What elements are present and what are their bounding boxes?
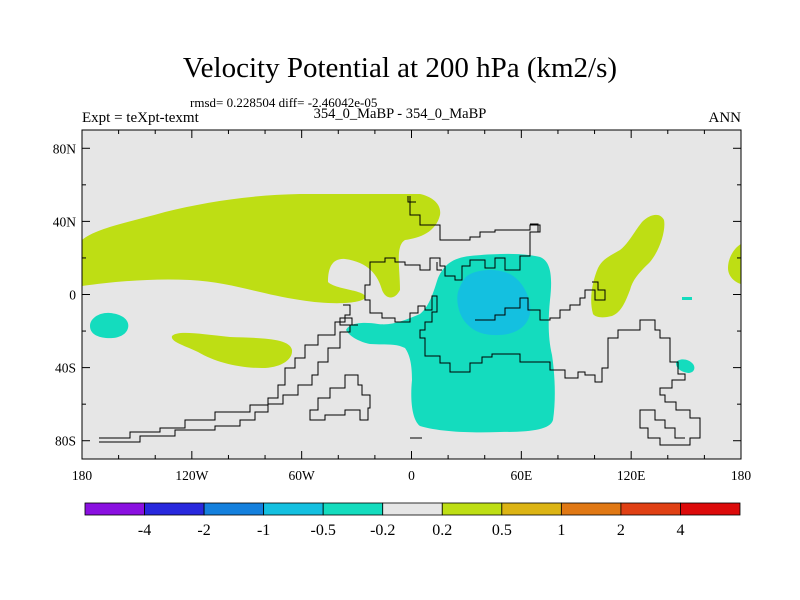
axis-ticks xyxy=(81,130,742,459)
colorbar-box xyxy=(382,502,443,516)
season-label: ANN xyxy=(708,110,742,126)
negative-region-south-west-pacific xyxy=(676,359,695,373)
field-regions xyxy=(82,194,741,433)
colorbar-label: 2 xyxy=(617,522,625,539)
coastline-america-2 xyxy=(99,324,358,443)
positive-region-north-pacific xyxy=(82,194,441,304)
x-tick-label: 120W xyxy=(175,468,208,483)
colorbar: -4 -2 -1 -0.5 -0.2 0.2 0.5 1 2 4 xyxy=(84,502,741,539)
stats-line: rmsd= 0.228504 diff= -2.46042e-05 xyxy=(190,95,378,110)
chart-title: Velocity Potential at 200 hPa (km2/s) xyxy=(182,52,618,84)
colorbar-box xyxy=(322,502,384,516)
y-tick-label: 0 xyxy=(69,288,76,303)
coastline-spot-2 xyxy=(530,223,539,232)
x-tick-label: 180 xyxy=(72,468,93,483)
negative-region-central-pacific xyxy=(90,312,129,339)
colorbar-box xyxy=(560,502,622,516)
y-tick-label: 40N xyxy=(53,214,77,229)
colorbar-label: -2 xyxy=(197,522,210,539)
colorbar-label: 4 xyxy=(676,522,684,539)
colorbar-label: -0.2 xyxy=(370,522,395,539)
colorbar-box xyxy=(620,502,681,516)
plot-background xyxy=(82,130,741,459)
negative-region-speck xyxy=(682,297,692,300)
colorbar-box xyxy=(441,502,503,516)
colorbar-box xyxy=(680,502,741,516)
coastline-india-seasia xyxy=(475,281,606,321)
coastline-spot-1 xyxy=(339,317,353,326)
x-tick-label: 60W xyxy=(289,468,316,483)
experiment-label: Expt = teXpt-texmt xyxy=(82,110,199,126)
y-tick-label: 80S xyxy=(55,434,76,449)
colorbar-box xyxy=(84,502,145,516)
colorbar-label: -4 xyxy=(138,522,151,539)
x-tick-label: 180 xyxy=(731,468,752,483)
chart-subtitle: 354_0_MaBP - 354_0_MaBP xyxy=(313,106,487,122)
negative-core-region xyxy=(457,270,531,336)
positive-region-south-pacific xyxy=(171,332,293,368)
colorbar-box xyxy=(501,502,562,516)
colorbar-box xyxy=(203,502,265,516)
colorbar-box xyxy=(144,502,205,516)
coastline-spot-4 xyxy=(436,262,442,271)
colorbar-box xyxy=(263,502,324,516)
positive-region-dateline xyxy=(728,244,741,284)
coastline-africa-eurasia xyxy=(364,196,701,446)
positive-region-west-pacific xyxy=(591,214,665,318)
colorbar-label: -0.5 xyxy=(311,522,336,539)
coastline-america xyxy=(99,304,351,439)
colorbar-label: 1 xyxy=(557,522,565,539)
axis-tick-labels: 180 120W 60W 0 60E 120E 180 80N 40N 0 40S 80S xyxy=(53,141,752,483)
x-tick-label: 0 xyxy=(408,468,415,483)
coastline-spot-3 xyxy=(407,196,416,203)
colorbar-label: -1 xyxy=(257,522,270,539)
y-tick-label: 40S xyxy=(55,361,76,376)
colorbar-label: 0.2 xyxy=(432,522,452,539)
y-tick-label: 80N xyxy=(53,141,77,156)
coastlines xyxy=(99,196,701,446)
colorbar-label: 0.5 xyxy=(492,522,512,539)
x-tick-label: 60E xyxy=(510,468,532,483)
x-tick-label: 120E xyxy=(617,468,646,483)
coastline-patagonia xyxy=(309,374,371,421)
